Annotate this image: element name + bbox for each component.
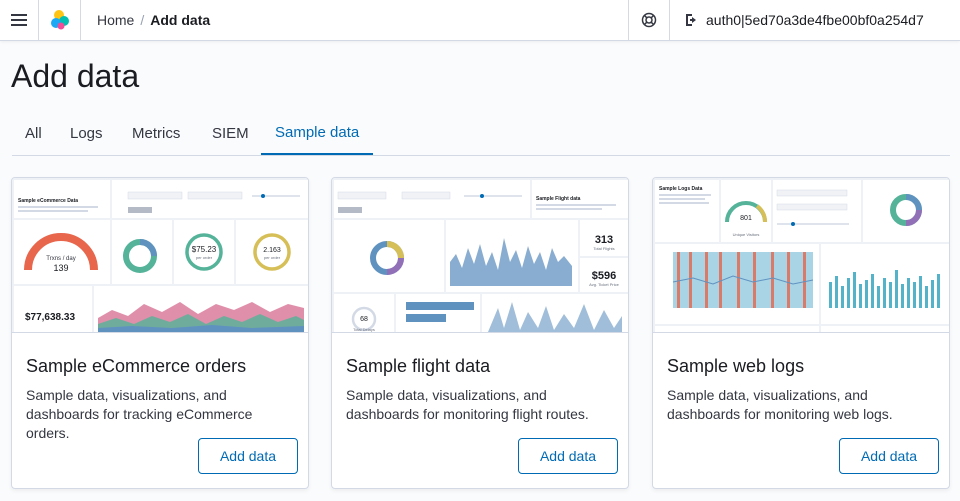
ecommerce-dashboard-preview: Sample eCommerce Data Trxns / day 139 $7…	[12, 178, 308, 333]
gauge-value: 801	[740, 215, 752, 222]
flight-dashboard-preview: Sample Flight data 313 Total Flights $59…	[332, 178, 628, 333]
divider	[669, 0, 670, 40]
avg-sales-value: $75.23	[192, 245, 217, 254]
preview-heading: Sample eCommerce Data	[18, 198, 78, 204]
sample-ecommerce-card: Sample eCommerce Data Trxns / day 139 $7…	[11, 177, 309, 489]
user-menu[interactable]: auth0|5ed70a3de4fbe00bf0a254d7	[684, 0, 924, 40]
tab-metrics[interactable]: Metrics	[132, 125, 181, 142]
logout-icon	[686, 14, 696, 26]
avg-qty-sub: per order	[264, 255, 281, 260]
preview-heading: Sample Flight data	[536, 196, 581, 202]
divider	[628, 0, 629, 40]
web-logs-dashboard-preview: Sample Logs Data 801 Unique Visitors	[653, 178, 949, 333]
tab-logs[interactable]: Logs	[70, 125, 103, 142]
card-title: Sample web logs	[667, 356, 805, 376]
add-web-logs-data-button[interactable]: Add data	[839, 438, 939, 474]
menu-button[interactable]	[0, 0, 38, 40]
total-revenue: $77,638.33	[25, 312, 75, 323]
total-flights-sub: Total Flights	[593, 246, 614, 251]
avg-ticket-value: $596	[592, 270, 616, 282]
add-ecommerce-data-button[interactable]: Add data	[198, 438, 298, 474]
top-nav-bar: Home / Add data auth0|5ed70a3de4fbe00bf0…	[0, 0, 960, 41]
avg-sales-sub: per order	[196, 255, 213, 260]
card-description: Sample data, visualizations, and dashboa…	[26, 387, 253, 441]
card-title: Sample eCommerce orders	[26, 356, 247, 376]
card-description: Sample data, visualizations, and dashboa…	[667, 387, 893, 422]
hamburger-icon	[11, 14, 27, 26]
breadcrumb-separator: /	[140, 12, 145, 28]
elastic-logo-link[interactable]	[40, 0, 80, 40]
avg-qty-value: 2.163	[263, 247, 281, 254]
help-button[interactable]	[630, 0, 668, 40]
tab-bar: All Logs Metrics SIEM Sample data	[12, 112, 950, 156]
sample-flight-card: Sample Flight data 313 Total Flights $59…	[331, 177, 629, 489]
preview-heading: Sample Logs Data	[659, 186, 703, 192]
card-description: Sample data, visualizations, and dashboa…	[346, 387, 589, 422]
divider	[80, 0, 81, 40]
sample-web-logs-card: Sample Logs Data 801 Unique Visitors	[652, 177, 950, 489]
avg-ticket-sub: Avg. Ticket Price	[589, 282, 619, 287]
total-flights-value: 313	[595, 234, 613, 246]
gauge-value: 139	[53, 263, 68, 273]
tab-all[interactable]: All	[25, 125, 42, 142]
breadcrumb: Home / Add data	[97, 0, 210, 40]
delays-sub: Total Delays	[353, 327, 375, 332]
gauge-sub: Unique Visitors	[733, 232, 760, 237]
breadcrumb-current: Add data	[150, 12, 211, 28]
user-name: auth0|5ed70a3de4fbe00bf0a254d7	[706, 12, 924, 28]
tab-sample-data[interactable]: Sample data	[261, 112, 374, 155]
divider	[38, 0, 39, 40]
delays-value: 68	[360, 316, 368, 323]
elastic-logo-icon	[51, 10, 69, 30]
tab-siem[interactable]: SIEM	[212, 125, 249, 142]
card-title: Sample flight data	[346, 356, 491, 376]
gauge-label: Trxns / day	[46, 256, 75, 262]
page-title: Add data	[11, 58, 140, 94]
add-flight-data-button[interactable]: Add data	[518, 438, 618, 474]
breadcrumb-home[interactable]: Home	[97, 12, 135, 28]
help-lifebuoy-icon	[641, 12, 657, 28]
